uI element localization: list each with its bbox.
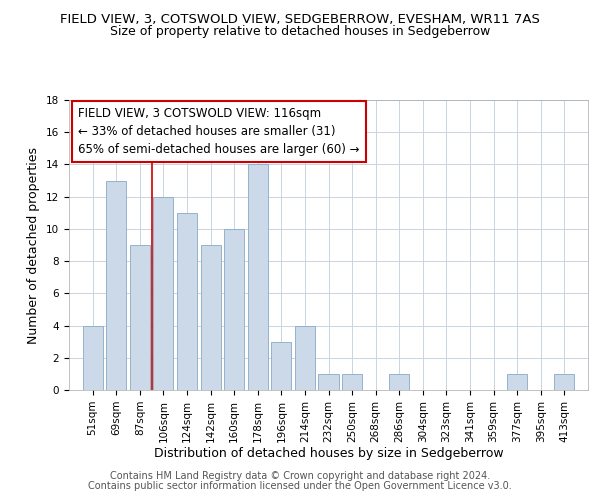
X-axis label: Distribution of detached houses by size in Sedgeberrow: Distribution of detached houses by size … — [154, 448, 503, 460]
Bar — [200, 245, 221, 390]
Bar — [342, 374, 362, 390]
Text: FIELD VIEW, 3 COTSWOLD VIEW: 116sqm
← 33% of detached houses are smaller (31)
65: FIELD VIEW, 3 COTSWOLD VIEW: 116sqm ← 33… — [79, 108, 360, 156]
Bar — [130, 245, 150, 390]
Bar — [319, 374, 338, 390]
Bar — [554, 374, 574, 390]
Bar — [248, 164, 268, 390]
Bar — [83, 326, 103, 390]
Bar — [177, 213, 197, 390]
Text: Size of property relative to detached houses in Sedgeberrow: Size of property relative to detached ho… — [110, 25, 490, 38]
Bar — [271, 342, 292, 390]
Text: Contains public sector information licensed under the Open Government Licence v3: Contains public sector information licen… — [88, 481, 512, 491]
Bar — [507, 374, 527, 390]
Y-axis label: Number of detached properties: Number of detached properties — [28, 146, 40, 344]
Bar — [389, 374, 409, 390]
Bar — [224, 229, 244, 390]
Text: Contains HM Land Registry data © Crown copyright and database right 2024.: Contains HM Land Registry data © Crown c… — [110, 471, 490, 481]
Text: FIELD VIEW, 3, COTSWOLD VIEW, SEDGEBERROW, EVESHAM, WR11 7AS: FIELD VIEW, 3, COTSWOLD VIEW, SEDGEBERRO… — [60, 12, 540, 26]
Bar — [154, 196, 173, 390]
Bar — [106, 180, 126, 390]
Bar — [295, 326, 315, 390]
